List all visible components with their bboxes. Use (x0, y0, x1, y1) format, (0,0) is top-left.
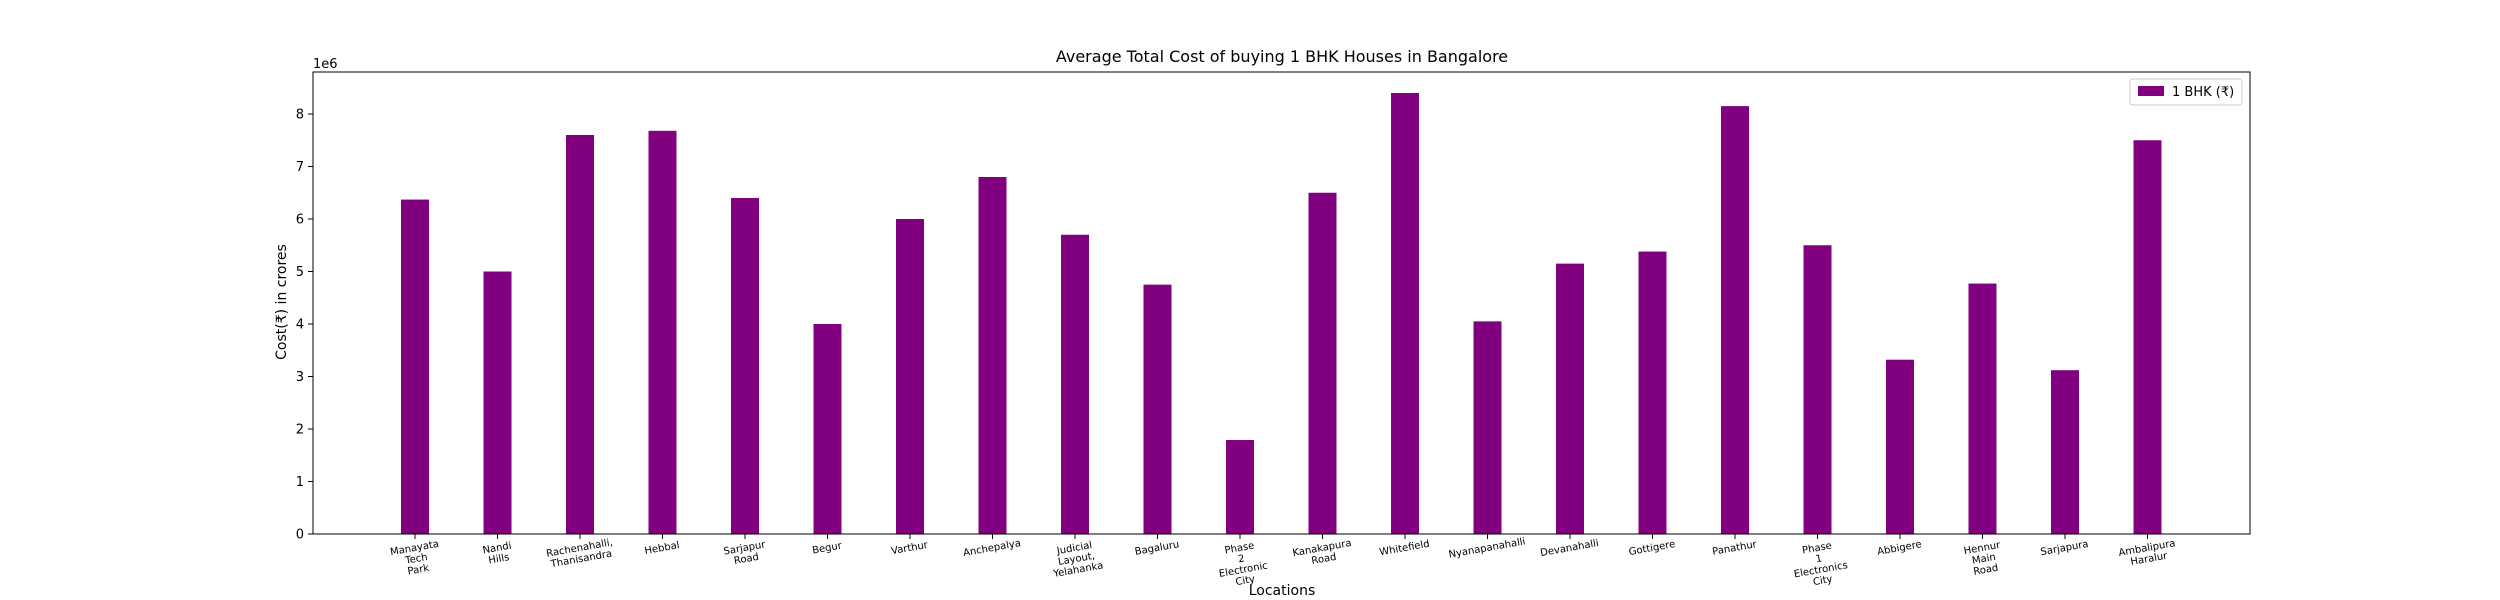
plot-frame (312, 71, 2251, 535)
y-tick-label: 8 (296, 108, 304, 123)
bar (2051, 370, 2079, 534)
y-tick-label: 2 (296, 423, 304, 438)
y-ticks-group: 0 1 2 3 4 5 6 7 8 (296, 108, 313, 543)
bar (1391, 93, 1419, 534)
x-tick-label: NandiHills (482, 541, 514, 568)
x-tick-label: Begur (811, 540, 843, 556)
y-axis-label: Cost(₹) in crores (274, 244, 290, 360)
bar (1803, 245, 1832, 534)
y-tick-label: 1 (296, 475, 304, 490)
legend-swatch (2138, 86, 2164, 96)
bar (1886, 359, 1914, 534)
bar (648, 130, 677, 535)
bar (401, 199, 429, 534)
bar (1968, 283, 1997, 534)
bar (1721, 106, 1749, 534)
bar (1638, 251, 1667, 535)
bar (1226, 440, 1254, 534)
legend-box (2129, 78, 2243, 106)
bar (1143, 284, 1172, 534)
legend: 1 BHK (₹) (2129, 78, 2243, 106)
y-tick-label: 4 (296, 318, 304, 333)
bar (566, 135, 594, 534)
bar (896, 219, 924, 534)
bar (1308, 192, 1337, 534)
bar (1556, 263, 1584, 534)
chart-title: Average Total Cost of buying 1 BHK House… (1056, 47, 1508, 66)
y-tick-label: 5 (296, 265, 304, 280)
legend-label: 1 BHK (₹) (2172, 85, 2234, 100)
y-tick-label: 7 (296, 160, 304, 175)
y-offset-label: 1e6 (313, 57, 338, 72)
y-tick-label: 6 (296, 213, 304, 228)
x-tick-label: SarjapurRoad (723, 539, 769, 568)
bar (1473, 321, 1502, 534)
bars-group (401, 93, 2162, 535)
x-tick-label: JudicialLayout,Yelahanka (1048, 539, 1104, 580)
bar (2133, 140, 2162, 534)
x-tick-label: HennurMainRoad (1963, 540, 2006, 579)
bar (731, 198, 759, 534)
x-axis-label: Locations (1249, 583, 1316, 599)
bar (978, 177, 1007, 534)
bar (813, 324, 842, 534)
bar (483, 271, 512, 534)
y-tick-label: 3 (296, 370, 304, 385)
y-tick-label: 0 (296, 528, 304, 543)
bar (1061, 234, 1089, 534)
